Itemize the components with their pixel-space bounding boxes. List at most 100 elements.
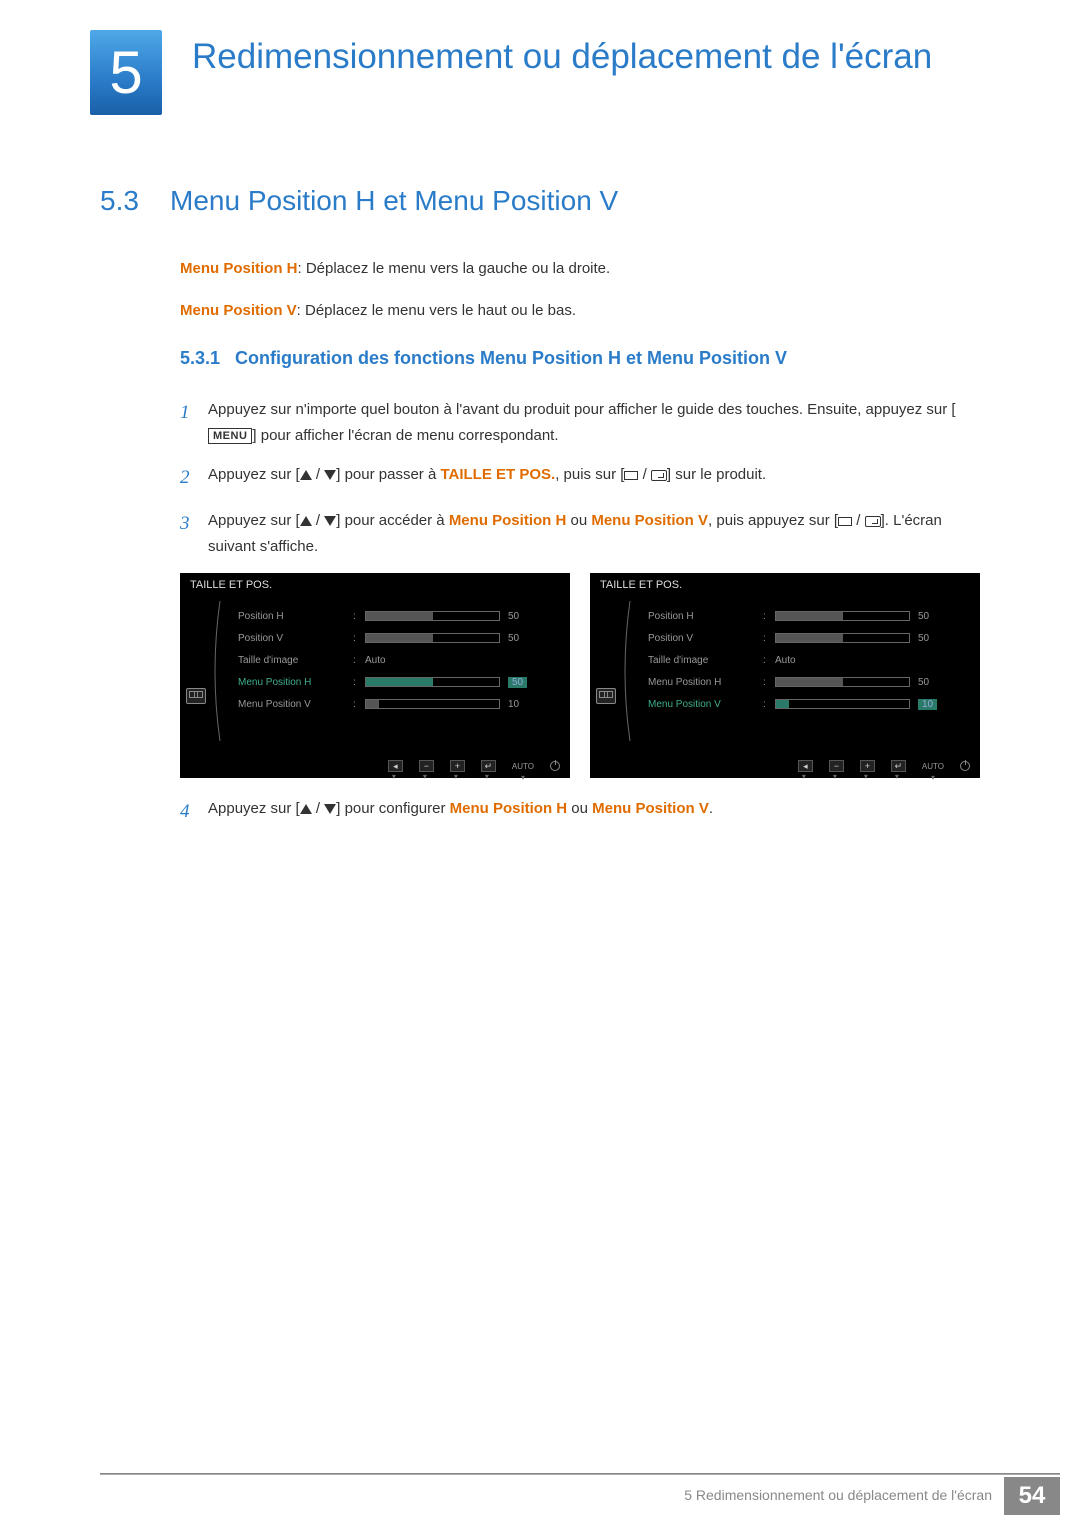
osd-item: Position V:50 xyxy=(238,627,560,649)
osd-label: Position V xyxy=(238,633,353,644)
rect-icon xyxy=(838,517,852,526)
osd-screen-1: TAILLE ET POS. Position H:50 Position V:… xyxy=(180,573,570,778)
osd-screenshots-row: TAILLE ET POS. Position H:50 Position V:… xyxy=(100,573,980,778)
osd-back-button: ◂ xyxy=(798,760,813,772)
osd-value: 10 xyxy=(508,699,519,710)
step-4-h2: Menu Position V xyxy=(592,800,709,817)
main-content: 5.3Menu Position H et Menu Position V Me… xyxy=(0,135,1080,829)
step-2: 2 Appuyez sur [ / ] pour passer à TAILLE… xyxy=(180,462,980,494)
step-3-text: Appuyez sur [ / ] pour accéder à Menu Po… xyxy=(208,508,980,559)
menu-key-icon: MENU xyxy=(208,428,252,444)
osd-label: Position H xyxy=(648,611,763,622)
osd-item-active: Menu Position H:50 xyxy=(238,671,560,693)
osd-item: Position H:50 xyxy=(238,605,560,627)
osd-bar xyxy=(775,633,910,643)
chapter-number-box: 5 xyxy=(90,30,162,115)
osd-screen-2: TAILLE ET POS. Position H:50 Position V:… xyxy=(590,573,980,778)
step-4-text: Appuyez sur [ / ] pour configurer Menu P… xyxy=(208,796,980,828)
osd-enter-button: ↵ xyxy=(481,760,496,772)
osd-item: Taille d'image:Auto xyxy=(238,649,560,671)
step-1-num: 1 xyxy=(180,397,208,448)
osd-1-title: TAILLE ET POS. xyxy=(180,573,570,597)
term-v: Menu Position V xyxy=(180,302,297,319)
osd-bar xyxy=(365,633,500,643)
steps-list-2: 4 Appuyez sur [ / ] pour configurer Menu… xyxy=(100,796,980,828)
osd-label-active: Menu Position V xyxy=(648,699,763,710)
footer-divider xyxy=(100,1473,1060,1475)
osd-1-footer: ◂ − + ↵ AUTO xyxy=(388,760,560,772)
step-2-part4: ] sur le produit. xyxy=(667,466,766,483)
osd-bar xyxy=(365,699,500,709)
osd-value: 50 xyxy=(918,633,929,644)
osd-auto: Auto xyxy=(775,655,796,666)
footer-text: 5 Redimensionnement ou déplacement de l'… xyxy=(684,1487,992,1503)
section-number: 5.3 xyxy=(100,185,170,217)
enter-icon xyxy=(865,516,881,527)
step-2-num: 2 xyxy=(180,462,208,494)
osd-1-list: Position H:50 Position V:50 Taille d'ima… xyxy=(238,605,560,715)
enter-icon xyxy=(651,470,667,481)
osd-item: Menu Position V:10 xyxy=(238,693,560,715)
osd-enter-button: ↵ xyxy=(891,760,906,772)
step-4-h1: Menu Position H xyxy=(450,800,568,817)
osd-value: 50 xyxy=(918,611,929,622)
osd-label: Menu Position H xyxy=(648,677,763,688)
osd-label: Position V xyxy=(648,633,763,644)
step-3-h2: Menu Position V xyxy=(591,512,708,529)
osd-value: 50 xyxy=(918,677,929,688)
osd-curve-icon xyxy=(620,601,632,741)
triangle-down-icon xyxy=(324,470,336,480)
osd-value-active: 50 xyxy=(508,677,527,688)
osd-side-icon xyxy=(596,688,616,704)
rect-icon xyxy=(624,471,638,480)
step-4-part1: Appuyez sur [ xyxy=(208,800,300,817)
osd-label: Position H xyxy=(238,611,353,622)
step-2-part2: ] pour passer à xyxy=(336,466,440,483)
osd-side-icon xyxy=(186,688,206,704)
step-4-mid: ou xyxy=(567,800,592,817)
step-3-part2: ] pour accéder à xyxy=(336,512,449,529)
osd-curve-icon xyxy=(210,601,222,741)
osd-bar xyxy=(365,677,500,687)
subsection-number: 5.3.1 xyxy=(180,348,235,369)
osd-item: Taille d'image:Auto xyxy=(648,649,970,671)
triangle-down-icon xyxy=(324,804,336,814)
osd-bar xyxy=(775,611,910,621)
subsection-title: Configuration des fonctions Menu Positio… xyxy=(235,348,787,368)
osd-back-button: ◂ xyxy=(388,760,403,772)
step-1: 1 Appuyez sur n'importe quel bouton à l'… xyxy=(180,397,980,448)
step-2-part1: Appuyez sur [ xyxy=(208,466,300,483)
osd-value: 50 xyxy=(508,611,519,622)
osd-auto-label: AUTO xyxy=(922,762,944,771)
section-heading: 5.3Menu Position H et Menu Position V xyxy=(100,185,980,217)
steps-list: 1 Appuyez sur n'importe quel bouton à l'… xyxy=(100,397,980,559)
section-title: Menu Position H et Menu Position V xyxy=(170,185,618,216)
osd-2-footer: ◂ − + ↵ AUTO xyxy=(798,760,970,772)
osd-power-icon xyxy=(550,761,560,771)
osd-bar xyxy=(775,699,910,709)
triangle-up-icon xyxy=(300,470,312,480)
osd-power-icon xyxy=(960,761,970,771)
osd-plus-button: + xyxy=(860,760,875,772)
step-4: 4 Appuyez sur [ / ] pour configurer Menu… xyxy=(180,796,980,828)
step-4-part2: ] pour configurer xyxy=(336,800,449,817)
chapter-header: 5 Redimensionnement ou déplacement de l'… xyxy=(0,0,1080,135)
osd-label-active: Menu Position H xyxy=(238,677,353,688)
chapter-title: Redimensionnement ou déplacement de l'éc… xyxy=(192,30,932,79)
osd-label: Taille d'image xyxy=(238,655,353,666)
step-2-part3: , puis sur [ xyxy=(555,466,624,483)
triangle-up-icon xyxy=(300,516,312,526)
osd-2-title: TAILLE ET POS. xyxy=(590,573,980,597)
step-4-num: 4 xyxy=(180,796,208,828)
osd-label: Menu Position V xyxy=(238,699,353,710)
subsection-heading: 5.3.1Configuration des fonctions Menu Po… xyxy=(100,348,980,369)
osd-bar xyxy=(775,677,910,687)
osd-item-active: Menu Position V:10 xyxy=(648,693,970,715)
triangle-up-icon xyxy=(300,804,312,814)
desc-v: Menu Position V: Déplacez le menu vers l… xyxy=(180,299,980,323)
step-1-text: Appuyez sur n'importe quel bouton à l'av… xyxy=(208,397,980,448)
osd-item: Menu Position H:50 xyxy=(648,671,970,693)
osd-minus-button: − xyxy=(829,760,844,772)
osd-auto: Auto xyxy=(365,655,386,666)
page-footer: 5 Redimensionnement ou déplacement de l'… xyxy=(100,1477,1060,1519)
